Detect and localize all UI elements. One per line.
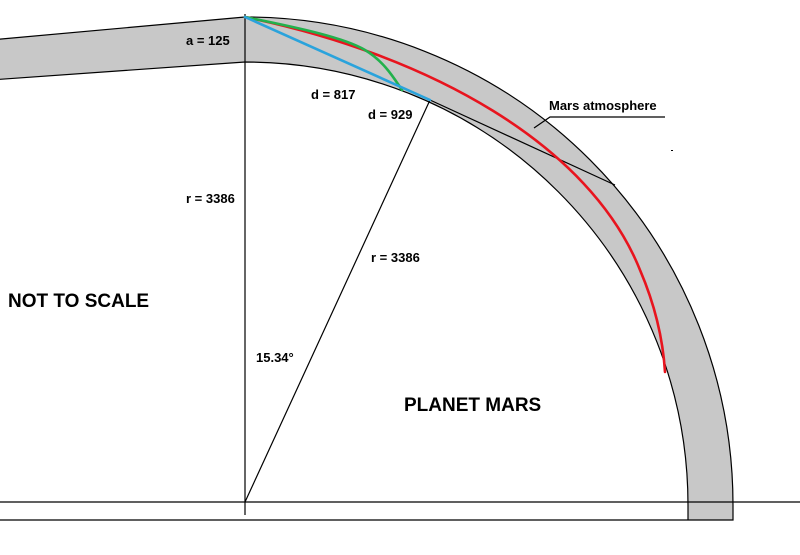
vertical-radius-label: r = 3386 — [186, 191, 235, 206]
atmosphere-band — [0, 16, 734, 521]
blue-distance-label: d = 929 — [368, 107, 412, 122]
slanted-radius-line — [244, 99, 431, 503]
green-trajectory-path — [243, 15, 404, 92]
tangent-line — [429, 99, 616, 186]
not-to-scale-label: NOT TO SCALE — [8, 291, 149, 312]
angle-label: 15.34° — [256, 350, 294, 365]
slanted-radius-label: r = 3386 — [371, 250, 420, 265]
atmosphere-label: Mars atmosphere — [549, 98, 657, 113]
blue-straight-path — [243, 15, 432, 102]
planet-label: PLANET MARS — [404, 395, 541, 416]
green-distance-label: d = 817 — [311, 87, 355, 102]
atmosphere-leader-line — [533, 116, 665, 129]
stray-mark — [671, 150, 673, 151]
atmosphere-height-label: a = 125 — [186, 33, 230, 48]
